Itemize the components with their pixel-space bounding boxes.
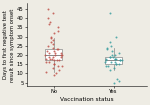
Point <box>53 32 55 34</box>
Point <box>52 12 54 14</box>
FancyBboxPatch shape <box>45 49 62 60</box>
Point <box>50 41 52 43</box>
Point <box>109 69 111 71</box>
Point <box>115 63 117 65</box>
Point <box>112 56 114 58</box>
Point <box>104 60 107 61</box>
Point <box>110 62 112 63</box>
Point <box>52 63 55 65</box>
Point <box>106 49 108 50</box>
Point <box>120 60 123 61</box>
Point <box>47 17 50 19</box>
Point <box>51 67 54 69</box>
Point <box>47 56 50 58</box>
Point <box>45 71 47 72</box>
Point <box>107 65 109 67</box>
Point <box>115 36 117 37</box>
Point <box>115 58 117 60</box>
Point <box>52 47 54 49</box>
Point <box>58 60 60 61</box>
Point <box>55 73 57 74</box>
Point <box>108 12 111 14</box>
Point <box>113 58 116 60</box>
Point <box>48 23 50 25</box>
Point <box>104 62 106 63</box>
Point <box>57 30 60 32</box>
Point <box>60 56 62 58</box>
Point <box>111 51 113 52</box>
Point <box>48 62 51 63</box>
Point <box>49 21 51 23</box>
Point <box>111 54 113 56</box>
Point <box>118 80 120 82</box>
Point <box>110 45 112 47</box>
X-axis label: Vaccination status: Vaccination status <box>60 96 113 102</box>
Point <box>60 54 63 56</box>
Point <box>119 60 122 61</box>
Point <box>50 38 52 39</box>
Point <box>114 62 116 63</box>
Point <box>47 8 49 10</box>
Point <box>113 82 115 83</box>
Point <box>113 67 115 69</box>
Point <box>45 62 47 63</box>
Point <box>52 60 55 61</box>
Point <box>109 56 111 58</box>
Point <box>116 78 118 80</box>
Point <box>47 45 50 47</box>
Point <box>52 43 55 45</box>
Point <box>57 49 59 50</box>
Point <box>119 60 121 61</box>
Point <box>61 65 63 67</box>
Point <box>53 51 55 52</box>
Point <box>118 63 120 65</box>
Y-axis label: Days to first negative test
result since symptom onset: Days to first negative test result since… <box>3 8 15 82</box>
Point <box>53 63 56 65</box>
Point <box>60 52 62 54</box>
Point <box>57 69 60 71</box>
Point <box>115 63 118 65</box>
Point <box>48 52 50 54</box>
Point <box>106 47 108 49</box>
Point <box>45 58 47 60</box>
Point <box>44 54 46 56</box>
Point <box>54 54 57 56</box>
Point <box>52 39 54 41</box>
Point <box>49 58 51 60</box>
Point <box>53 52 56 54</box>
Point <box>50 58 53 60</box>
Point <box>53 74 56 76</box>
Point <box>105 65 107 67</box>
Point <box>104 58 107 60</box>
Point <box>57 65 59 67</box>
Point <box>52 56 54 58</box>
Point <box>118 52 120 54</box>
Point <box>109 41 111 43</box>
Point <box>56 60 58 61</box>
Point <box>56 49 58 50</box>
Point <box>57 27 60 28</box>
Point <box>50 36 52 37</box>
Point <box>61 54 63 56</box>
FancyBboxPatch shape <box>105 57 122 64</box>
Point <box>114 58 117 60</box>
Point <box>46 51 48 52</box>
Point <box>114 54 116 56</box>
Point <box>108 56 111 58</box>
